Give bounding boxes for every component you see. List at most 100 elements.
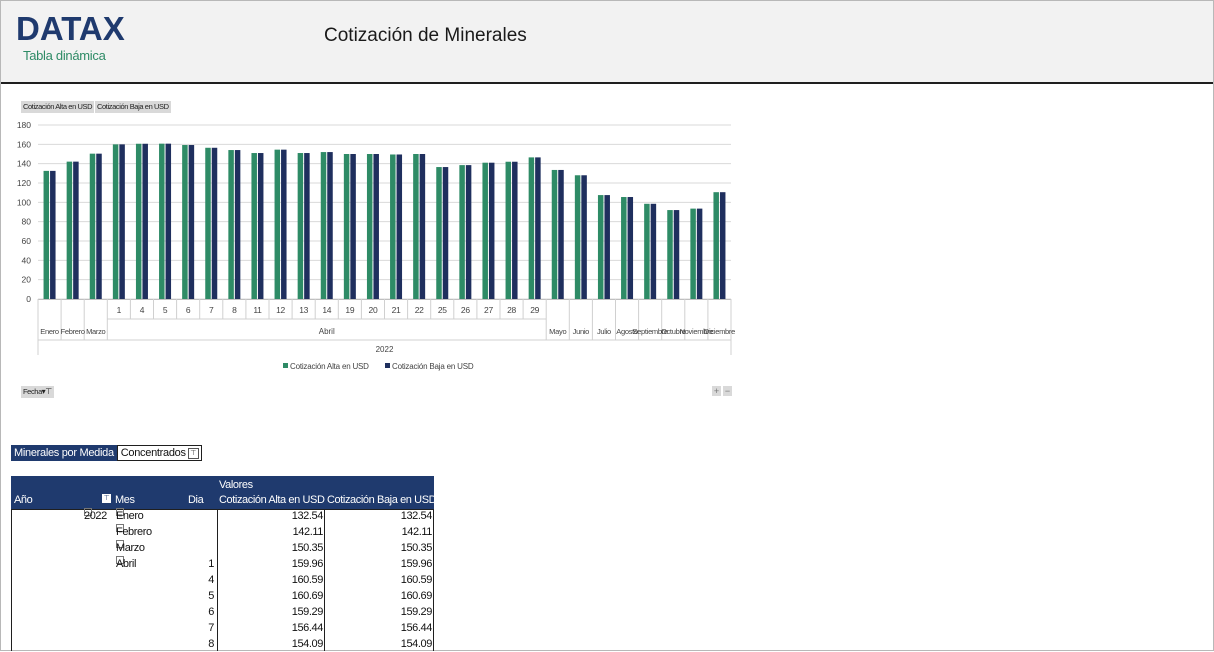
bar-alta [413,154,419,299]
x-tick-label: 14 [322,305,331,315]
report-filter-dropdown[interactable]: Concentrados ⊤ [116,445,202,461]
bar-baja [188,145,195,299]
x-tick-label: 26 [461,305,470,315]
column-header-day: Dia [188,494,204,506]
day-cell: 7 [208,622,214,634]
table-row: 6 159.29 159.29 [12,604,433,620]
day-cell: 1 [208,558,214,570]
x-tick-label: Octubre [661,327,686,336]
group-label-year: 2022 [376,345,394,354]
table-row: − Abril 1 159.96 159.96 [12,556,433,572]
x-tick-label: 28 [507,305,516,315]
table-row: 8 154.09 154.09 [12,636,433,652]
bar-baja [257,153,264,299]
bar-baja [419,154,426,299]
high-value-cell: 159.96 [291,558,324,570]
x-tick-label: 1 [117,305,122,315]
logo-subtitle: Tabla dinámica [23,48,106,63]
low-value-cell: 160.69 [400,590,433,602]
bar-alta [159,143,165,299]
filter-icon[interactable]: ⊤ [187,447,199,459]
table-row: − Marzo 150.35 150.35 [12,540,433,556]
low-value-cell: 150.35 [400,542,433,554]
bar-baja [465,165,472,299]
x-tick-label: 22 [415,305,424,315]
bar-alta [597,195,604,299]
value-field-button-alta[interactable]: Cotización Alta en USD [21,101,95,113]
bar-baja [304,153,310,299]
x-tick-label: 20 [369,305,378,315]
bar-alta [690,208,696,299]
bar-alta [528,157,535,299]
bar-baja [350,154,356,299]
bar-baja [696,208,703,299]
bar-alta [713,192,719,299]
value-field-button-baja[interactable]: Cotización Baja en USD [95,101,171,113]
x-tick-label: Marzo [86,327,105,336]
high-value-cell: 154.09 [291,638,324,650]
legend-swatch-baja [385,363,390,368]
y-tick-label: 140 [17,159,31,169]
table-row: − Febrero 142.11 142.11 [12,524,433,540]
x-tick-label: Septiembre [632,327,667,336]
collapse-icon[interactable]: − [116,540,124,552]
bar-baja [627,197,634,299]
day-cell: 6 [208,606,214,618]
low-value-cell: 154.09 [400,638,433,650]
day-cell: 8 [208,638,214,650]
bar-alta [343,154,350,299]
report-header: DATAX Tabla dinámica Cotización de Miner… [1,1,1213,84]
x-tick-label: 11 [253,305,262,315]
bar-baja [50,170,56,299]
bar-baja [604,195,610,299]
collapse-icon[interactable]: − [116,508,124,520]
bar-alta [667,210,673,299]
month-value: Abril [116,558,137,570]
high-value-cell: 160.59 [291,574,324,586]
column-header-low: Cotización Baja en USD [327,494,437,506]
x-tick-label: Junio [573,327,590,336]
expand-field-button[interactable]: + [712,386,721,396]
x-tick-label: 25 [438,305,447,315]
year-filter-icon[interactable]: ⊤ [102,494,111,503]
filter-dropdown-icon: ▾⊤ [41,387,53,396]
bar-baja [535,157,541,299]
x-tick-label: 27 [484,305,493,315]
bar-baja [673,210,680,299]
bar-alta [551,169,558,299]
bar-alta [89,153,96,299]
bar-alta [228,150,234,299]
report-title: Cotización de Minerales [324,25,527,46]
x-tick-label: Agosto [616,327,638,336]
bar-baja [234,150,241,299]
bar-baja [327,152,333,299]
x-tick-label: Noviembre [680,327,714,336]
axis-field-button-fecha[interactable]: Fecha ▾⊤ [21,386,54,398]
bar-baja [142,143,148,299]
x-tick-label: Febrero [61,327,85,336]
low-value-cell: 156.44 [400,622,433,634]
collapse-icon[interactable]: − [116,524,124,536]
low-value-cell: 159.29 [400,606,433,618]
bar-baja [396,154,403,299]
x-tick-label: Julio [597,327,611,336]
bar-baja [119,144,125,299]
bar-alta [482,162,488,299]
bar-alta [274,149,281,299]
bar-baja [211,147,218,299]
month-value: Enero [116,510,144,522]
bar-alta [182,145,188,299]
legend-swatch-alta [283,363,288,368]
high-value-cell: 142.11 [292,526,324,538]
collapse-icon[interactable]: − [116,556,124,568]
bar-baja [581,175,587,299]
datax-logo: DATAX [16,10,125,47]
collapse-icon[interactable]: − [84,508,92,520]
bar-alta [574,175,581,299]
bar-baja [281,149,287,299]
collapse-field-button[interactable]: − [723,386,732,396]
bar-baja [488,162,495,299]
pivot-header: Valores Año ⊤ Mes Dia Cotización Alta en… [11,476,437,510]
x-tick-label: 6 [186,305,191,315]
x-tick-label: 8 [232,305,237,315]
